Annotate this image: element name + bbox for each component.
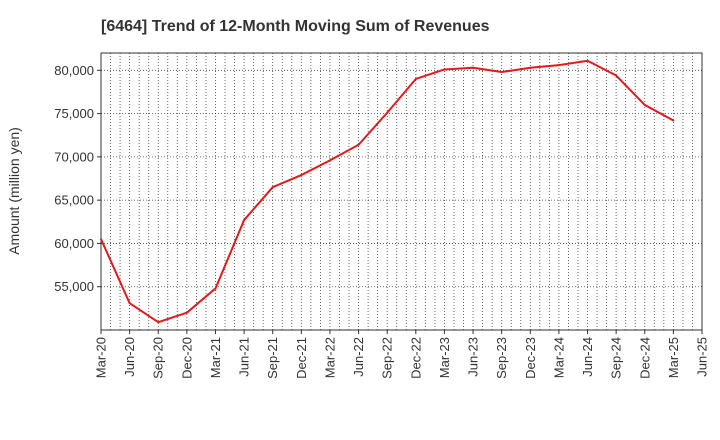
data-point (357, 143, 360, 146)
data-point (500, 71, 503, 74)
x-tick-label: Jun-24 (580, 337, 595, 377)
x-tick-label: Mar-25 (666, 337, 681, 378)
x-tick-label: Mar-20 (94, 337, 109, 378)
plot-area (100, 52, 703, 331)
grid (101, 53, 702, 330)
data-point (615, 74, 618, 77)
x-tick-label: Sep-20 (151, 337, 166, 379)
data-point (472, 66, 475, 69)
x-tick-label: Mar-24 (551, 337, 566, 378)
x-tick-label: Sep-23 (494, 337, 509, 379)
x-tick-label: Sep-24 (609, 337, 624, 379)
y-tick-label: 75,000 (54, 106, 94, 121)
x-tick-label: Jun-21 (237, 337, 252, 377)
y-axis-label: Amount (million yen) (6, 127, 22, 255)
x-tick-label: Jun-23 (466, 337, 481, 377)
x-tick-label: Dec-23 (523, 337, 538, 379)
x-tick-label: Sep-22 (380, 337, 395, 379)
data-point (414, 77, 417, 80)
data-point (529, 66, 532, 69)
data-point (386, 111, 389, 114)
data-point (157, 321, 160, 324)
x-tick-label: Mar-21 (208, 337, 223, 378)
data-point (586, 59, 589, 62)
x-tick-label: Sep-21 (265, 337, 280, 379)
x-tick-label: Jun-20 (122, 337, 137, 377)
x-tick-label: Dec-20 (179, 337, 194, 379)
x-tick-label: Jun-22 (351, 337, 366, 377)
x-axis-ticks: Mar-20 Jun-20 Sep-20 Dec-20 Mar-21 Jun-21 Sep-… (94, 330, 710, 379)
data-point (185, 311, 188, 314)
data-point (328, 159, 331, 162)
x-tick-label: Mar-23 (437, 337, 452, 378)
x-tick-label: Mar-22 (322, 337, 337, 378)
data-point (214, 287, 217, 290)
series-layer (100, 59, 675, 324)
data-point (271, 186, 274, 189)
x-tick-label: Dec-24 (637, 337, 652, 379)
data-point (100, 238, 102, 241)
data-point (443, 68, 446, 71)
x-tick-label: Dec-21 (294, 337, 309, 379)
x-tick-label: Jun-25 (695, 337, 710, 377)
y-tick-label: 65,000 (54, 193, 94, 208)
data-point (243, 219, 246, 222)
data-point (300, 174, 303, 177)
y-tick-label: 55,000 (54, 279, 94, 294)
chart-title: [6464] Trend of 12-Month Moving Sum of R… (101, 18, 490, 35)
data-point (672, 119, 675, 122)
data-point (557, 64, 560, 67)
data-point (643, 103, 646, 106)
y-tick-label: 60,000 (54, 236, 94, 251)
data-point (128, 302, 131, 305)
y-tick-label: 70,000 (54, 149, 94, 164)
x-tick-label: Dec-22 (408, 337, 423, 379)
y-tick-label: 80,000 (54, 63, 94, 78)
y-axis-ticks: 55,000 60,000 65,000 70,000 75,000 80,000 (54, 63, 101, 294)
